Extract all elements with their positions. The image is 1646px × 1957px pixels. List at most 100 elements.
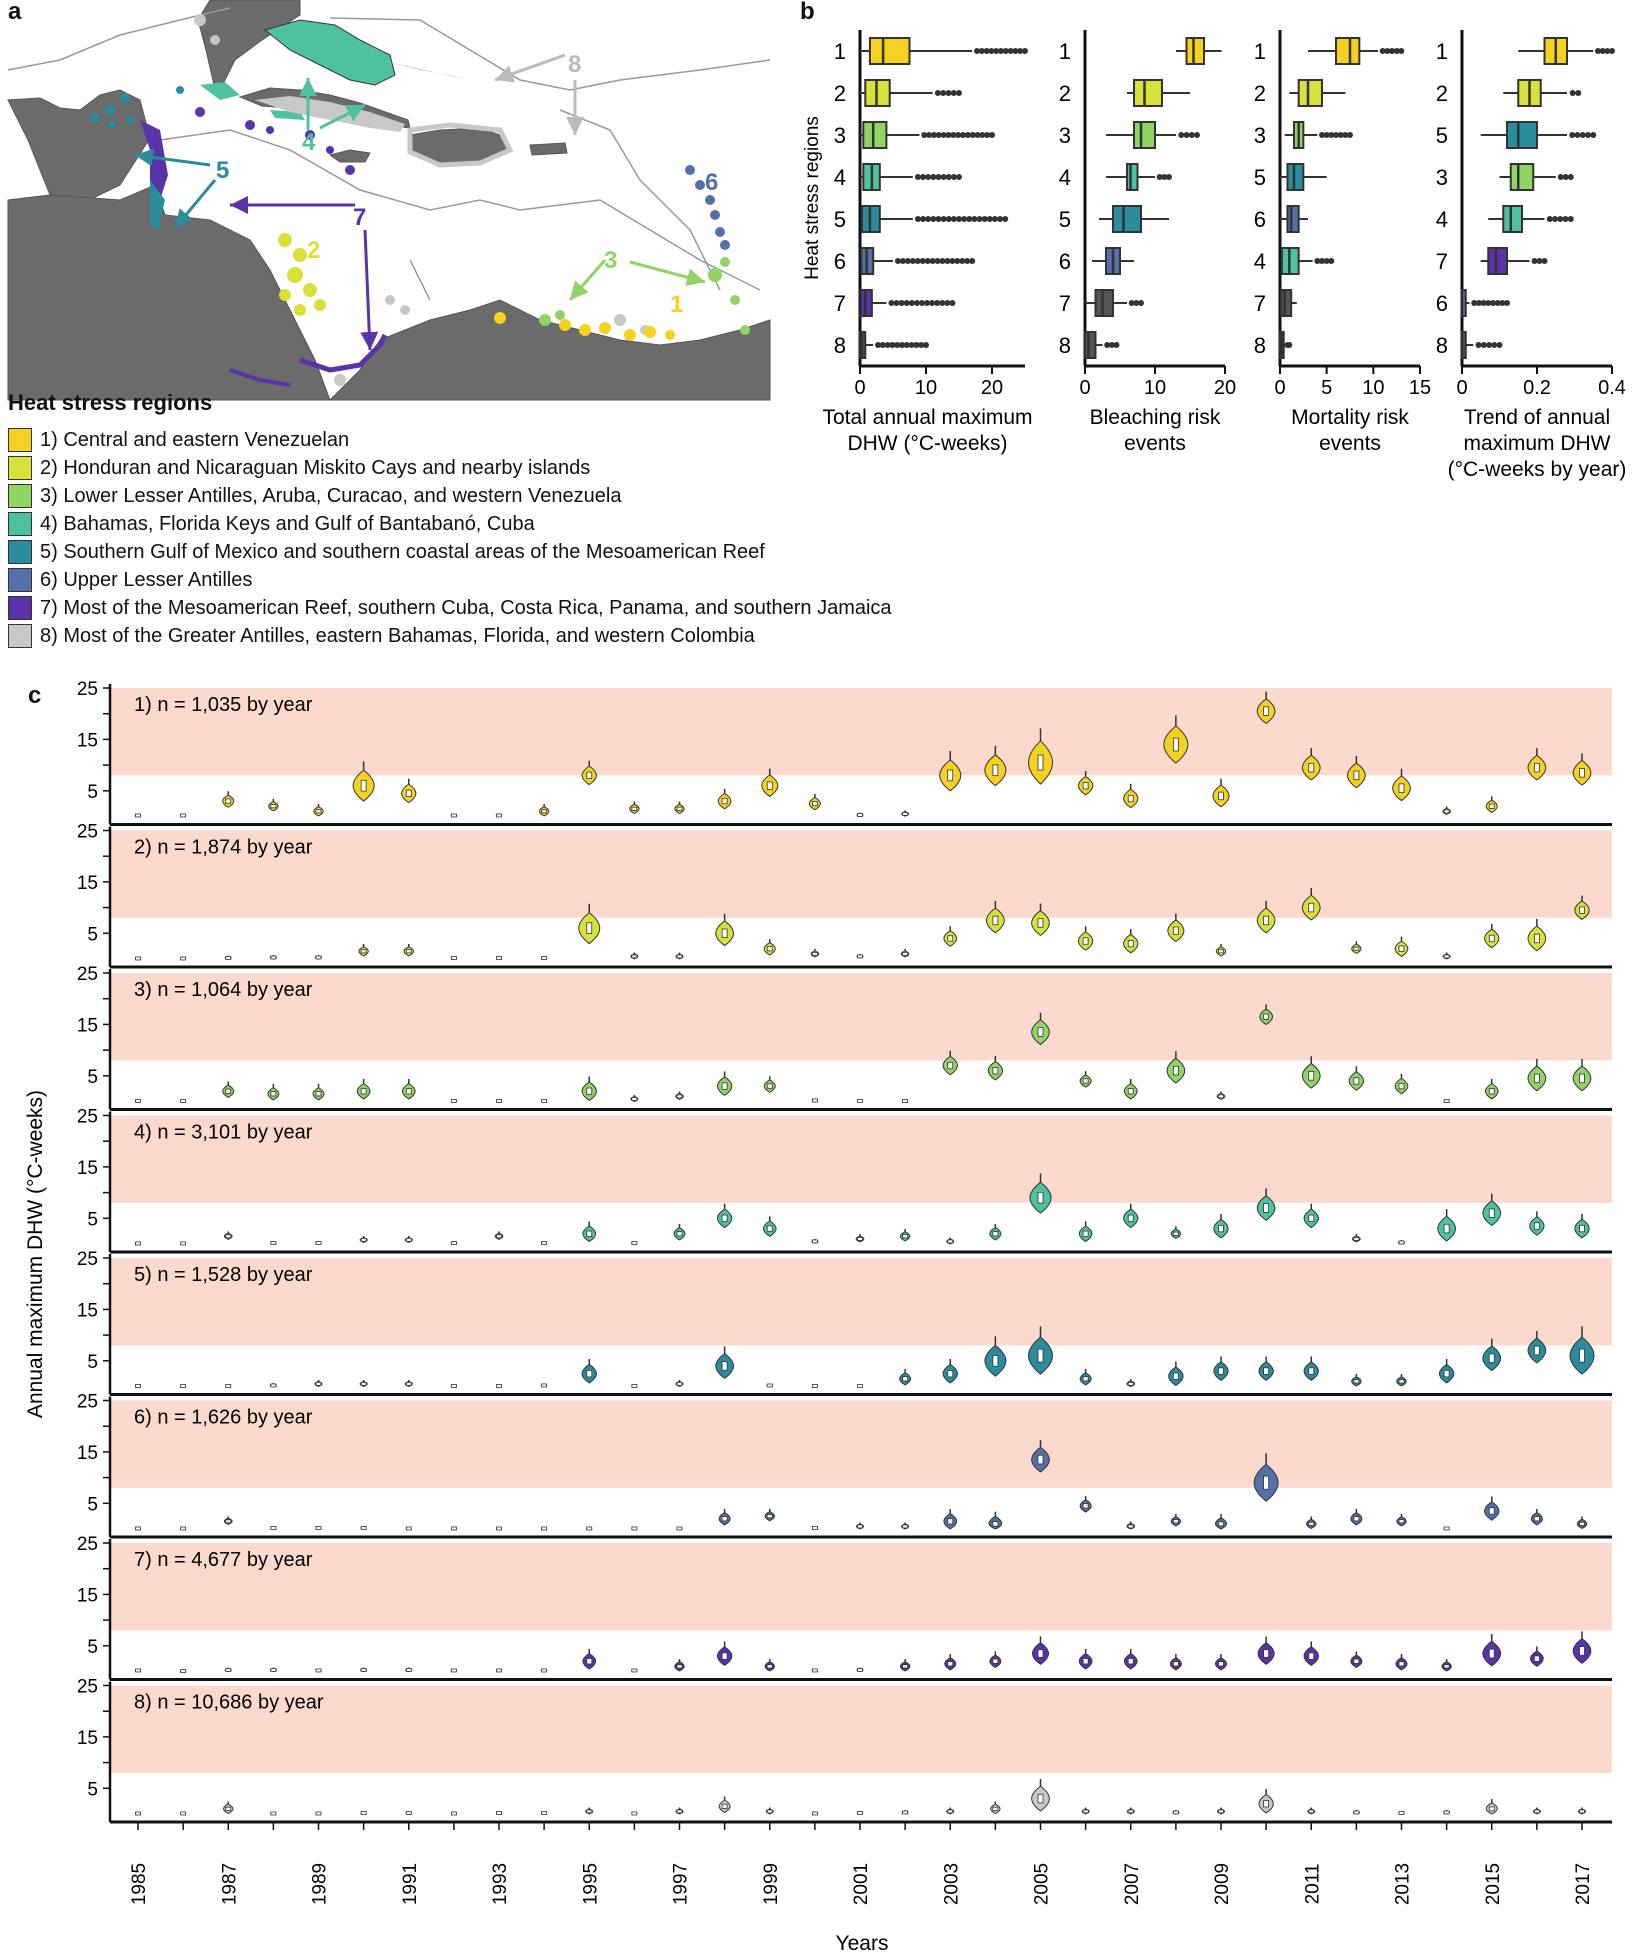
boxplot-outlier <box>1496 342 1503 348</box>
boxplot-box <box>1185 37 1205 65</box>
boxplot-category-label: 6 <box>834 249 846 274</box>
boxplot-category-label: 2 <box>834 81 846 106</box>
boxplot-outlier <box>1393 48 1400 54</box>
map-reefs-region-2 <box>278 233 326 316</box>
violin-inner-box <box>1127 1088 1134 1095</box>
violin-xtick-label: 2007 <box>1122 1863 1143 1905</box>
violin-inner-box <box>1488 1088 1495 1095</box>
violin-inner-box <box>676 1382 683 1386</box>
violin-xtick-label: 1999 <box>761 1863 782 1905</box>
violin-inner-box <box>1579 1224 1585 1233</box>
legend-item: 6) Upper Lesser Antilles <box>8 566 892 594</box>
violin-inner-box <box>631 806 638 811</box>
boxplot-outlier <box>1398 48 1405 54</box>
boxplot-outlier <box>935 174 942 180</box>
boxplot-outlier <box>969 258 976 264</box>
violin-ytick-label: 5 <box>87 782 98 803</box>
boxplot-xtick-label: 5 <box>1321 377 1332 399</box>
bleaching-zone <box>110 973 1612 1061</box>
boxplot-category-label: 3 <box>1436 165 1448 190</box>
violin-inner-box <box>586 922 593 934</box>
violin-inner-box <box>225 1088 232 1094</box>
map-land-jamaica <box>328 149 371 163</box>
legend-swatch <box>8 540 32 564</box>
violin-inner-box <box>270 1383 277 1388</box>
boxplot-outlier <box>978 48 985 54</box>
violin-inner-box <box>1218 1521 1224 1527</box>
boxplot-outlier <box>1389 48 1395 54</box>
boxplot-xtick-label: 20 <box>1214 377 1236 399</box>
violin-inner-box <box>1488 803 1495 809</box>
violin-inner-box <box>992 1355 999 1367</box>
bleaching-zone <box>110 1258 1612 1346</box>
boxplot-outlier <box>1531 258 1538 264</box>
violin-ytick-label: 25 <box>77 1249 98 1270</box>
boxplot-xlabel: events <box>1319 432 1381 455</box>
boxplot-outlier <box>875 342 881 348</box>
violin-inner-box <box>1263 1475 1270 1490</box>
violin-panel-title: 1) n = 1,035 by year <box>134 694 313 716</box>
violin-inner-box <box>496 1526 502 1531</box>
violin-xtick-label: 2001 <box>851 1863 872 1905</box>
violin-ytick-label: 15 <box>77 1015 98 1036</box>
bleaching-zone <box>110 1685 1612 1773</box>
violin-ylabel: Annual maximum DHW (°C-weeks) <box>24 1090 47 1418</box>
boxplot-outlier <box>1604 48 1611 54</box>
boxplot-category-label: 8 <box>1059 333 1071 358</box>
boxplot-outlier <box>889 342 896 348</box>
violin-inner-box <box>676 1094 683 1099</box>
map-reefs-region-4 <box>200 19 396 120</box>
boxplot-outlier <box>934 258 941 264</box>
boxplot-outlier <box>1491 342 1498 348</box>
violin-inner-box <box>1308 902 1315 913</box>
boxplot-xtick-label: 10 <box>1144 377 1166 399</box>
boxplot-outlier <box>950 216 957 222</box>
boxplot-category-label: 4 <box>1436 207 1448 232</box>
boxplot-outlier <box>944 258 951 264</box>
violin-inner-box <box>1082 782 1089 790</box>
boxplot-outlier <box>1599 48 1606 54</box>
violin-ytick-label: 25 <box>77 1677 98 1698</box>
violin-inner-box <box>1488 1353 1495 1363</box>
violin-inner-box <box>1579 1073 1585 1084</box>
boxplot-outlier <box>1480 300 1487 306</box>
boxplot-category-label: 6 <box>1254 207 1266 232</box>
boxplot-box <box>1487 247 1508 275</box>
violin-inner-box <box>1353 1077 1360 1085</box>
boxplot-box <box>1335 37 1361 65</box>
violin-inner-box <box>1533 1516 1540 1522</box>
bleaching-zone <box>110 830 1612 918</box>
boxplot-outlier <box>1133 300 1140 306</box>
boxplot-outlier <box>1319 258 1325 264</box>
violin-inner-box <box>225 1234 232 1239</box>
boxplot-category-label: 7 <box>1059 291 1071 316</box>
violin-inner-box <box>1127 1214 1134 1222</box>
boxplot-xlabel: (°C-weeks by year) <box>1448 458 1627 481</box>
violin-inner-box <box>766 1809 773 1814</box>
violin-inner-box <box>1533 1345 1540 1356</box>
boxplot-outlier <box>956 90 962 96</box>
violin-inner-box <box>721 1361 728 1371</box>
boxplot-b4: 0 0.2 0.4 Trend of annual maximum DHW (°C-wee… <box>1436 30 1627 481</box>
bleaching-zone <box>110 1543 1612 1631</box>
violin-inner-box <box>1398 783 1405 793</box>
boxplot-box <box>1126 163 1139 191</box>
boxplot-outlier <box>954 258 961 264</box>
legend-item: 4) Bahamas, Florida Keys and Gulf of Ban… <box>8 510 892 538</box>
violin-inner-box <box>1308 1367 1315 1375</box>
violin-inner-box <box>721 928 728 939</box>
boxplot-outlier <box>924 258 931 264</box>
violin-panel: 5 15 25 3) n = 1,064 by year <box>77 964 1612 1111</box>
violin-inner-box <box>947 1518 954 1525</box>
violin-xtick-label: 1995 <box>580 1863 601 1905</box>
violin-inner-box <box>631 1384 638 1388</box>
violin-inner-box <box>315 1526 322 1530</box>
boxplot-category-label: 8 <box>834 333 846 358</box>
violin-inner-box <box>631 1668 638 1673</box>
boxplot-outlier <box>961 216 968 222</box>
boxplot-outlier <box>879 342 886 348</box>
violin-inner-box <box>1308 762 1315 773</box>
violin-inner-box <box>135 956 141 961</box>
boxplot-outlier <box>1590 132 1597 138</box>
violin-inner-box <box>1533 1809 1540 1814</box>
